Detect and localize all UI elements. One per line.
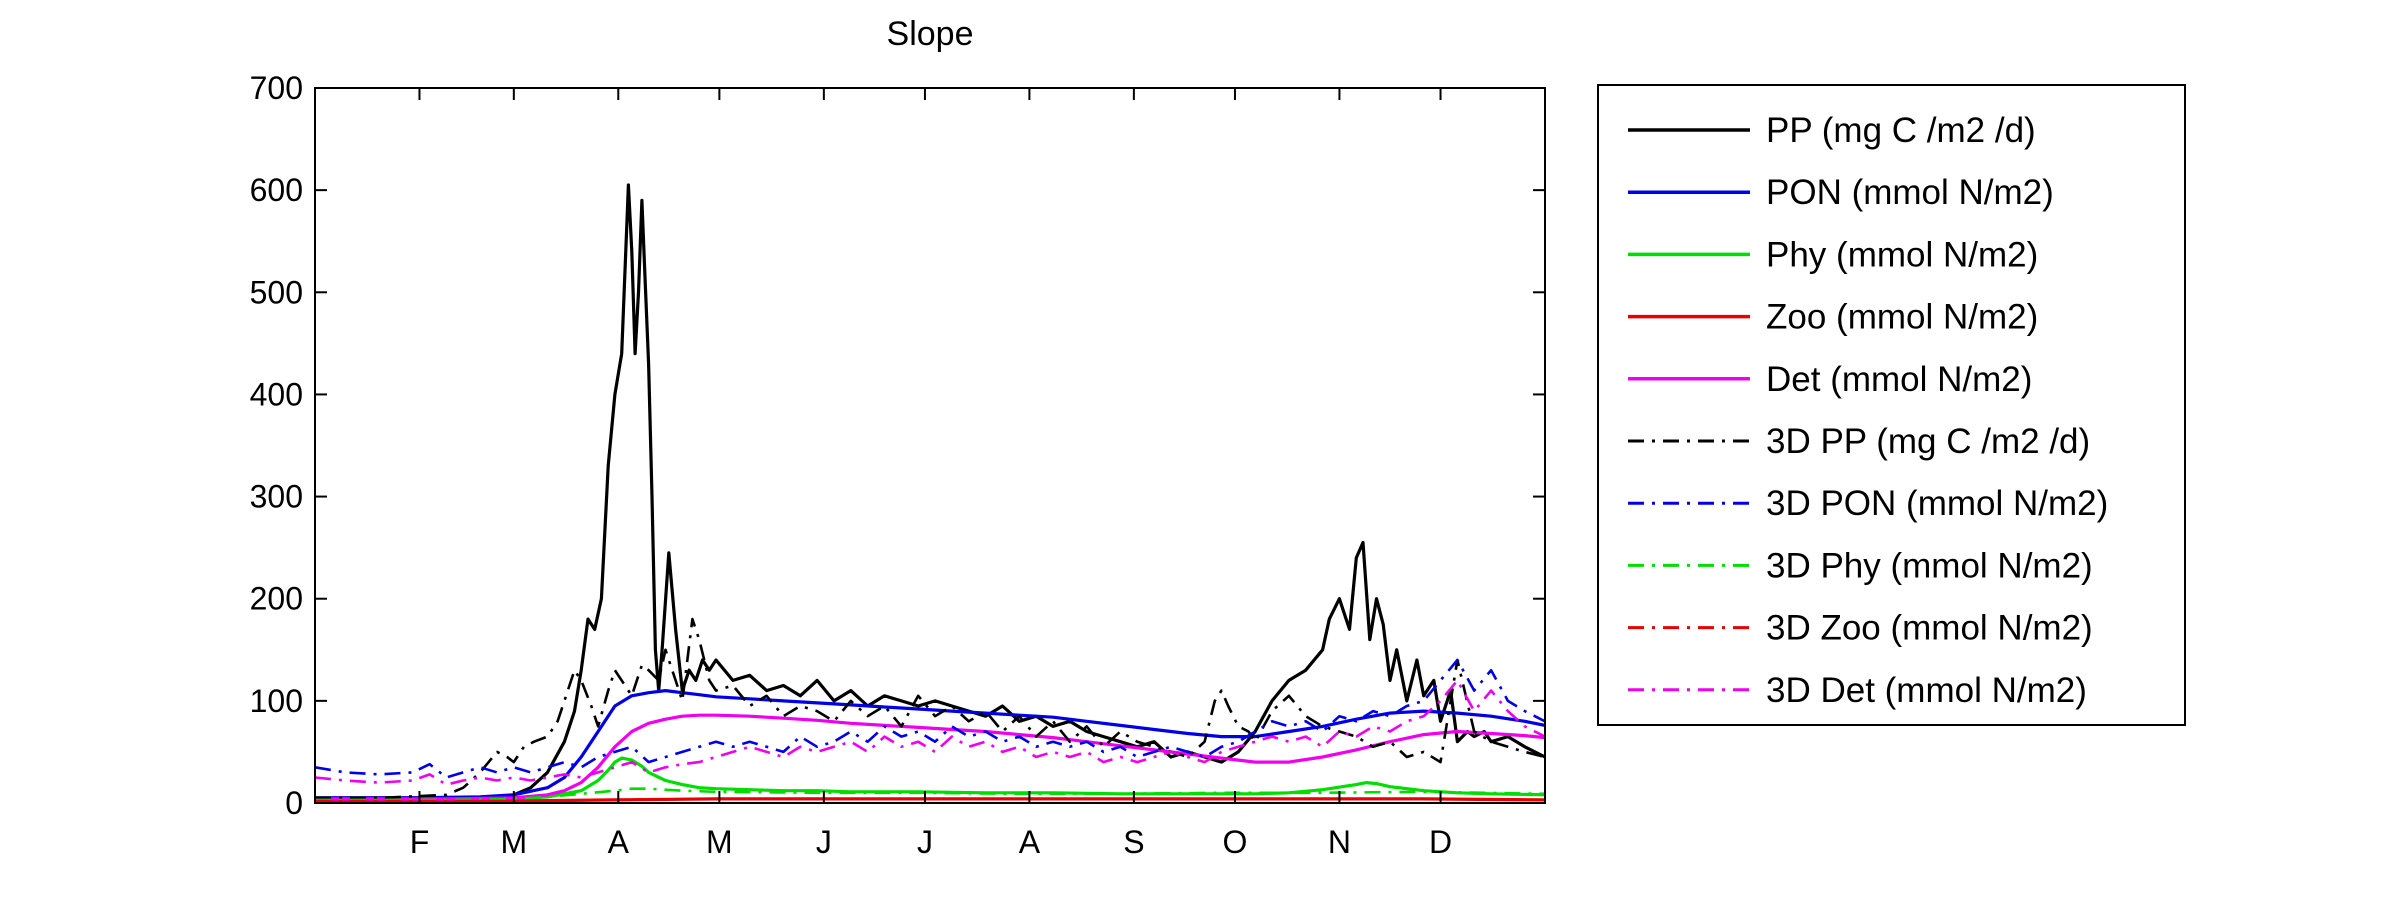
x-tick-label: A: [1019, 824, 1041, 860]
x-tick-label: O: [1223, 824, 1248, 860]
plot-area: [315, 88, 1545, 803]
axes: 0 100 200 300 400 500 600 700 F M A M J J A S O N D: [250, 70, 1546, 860]
y-tick-label: 500: [250, 274, 303, 310]
legend-label: Det (mmol N/m2): [1766, 360, 2032, 399]
y-tick-label: 100: [250, 683, 303, 719]
x-tick-label: J: [917, 824, 933, 860]
axes-box: [314, 87, 1546, 804]
x-tick-label: N: [1328, 824, 1351, 860]
legend-label: 3D PP (mg C /m2 /d): [1766, 422, 2090, 461]
x-tick-label: D: [1429, 824, 1452, 860]
x-tick-label: F: [410, 824, 430, 860]
y-tick-label: 600: [250, 172, 303, 208]
series-lines: [315, 183, 1545, 803]
legend-label: 3D Phy (mmol N/m2): [1766, 546, 2093, 585]
y-tick-label: 300: [250, 479, 303, 515]
x-tick-label: M: [500, 824, 527, 860]
series-line-pon-mmol-n-m2: [315, 688, 1545, 800]
y-tick-label: 700: [250, 70, 303, 106]
series-line-det-mmol-n-m2: [315, 713, 1545, 801]
chart-title: Slope: [887, 15, 974, 53]
legend-label: PP (mg C /m2 /d): [1766, 111, 2036, 150]
x-tick-label: A: [608, 824, 630, 860]
y-tick-label: 400: [250, 376, 303, 412]
series-line-pp-mg-c-m2-d: [315, 183, 1545, 800]
legend-label: Phy (mmol N/m2): [1766, 235, 2038, 274]
legend: PP (mg C /m2 /d) PON (mmol N/m2) Phy (mmol…: [1597, 84, 2186, 726]
series-line-3d-phy-mmol-n-m2: [315, 787, 1545, 802]
x-tick-label: M: [706, 824, 733, 860]
legend-label: Zoo (mmol N/m2): [1766, 298, 2038, 337]
series-line-3d-pon-mmol-n-m2: [315, 658, 1545, 779]
legend-label: 3D PON (mmol N/m2): [1766, 484, 2108, 523]
y-tick-label: 0: [285, 785, 303, 821]
plot-background: [315, 88, 1545, 803]
legend-label: 3D Det (mmol N/m2): [1766, 671, 2087, 710]
legend-label: 3D Zoo (mmol N/m2): [1766, 609, 2093, 648]
series-line-phy-mmol-n-m2: [315, 756, 1545, 802]
x-tick-label: J: [816, 824, 832, 860]
series-line-3d-pp-mg-c-m2-d: [315, 617, 1545, 800]
y-tick-label: 200: [250, 581, 303, 617]
x-tick-label: S: [1123, 824, 1144, 860]
legend-label: PON (mmol N/m2): [1766, 173, 2054, 212]
series-line-3d-det-mmol-n-m2: [315, 679, 1545, 786]
